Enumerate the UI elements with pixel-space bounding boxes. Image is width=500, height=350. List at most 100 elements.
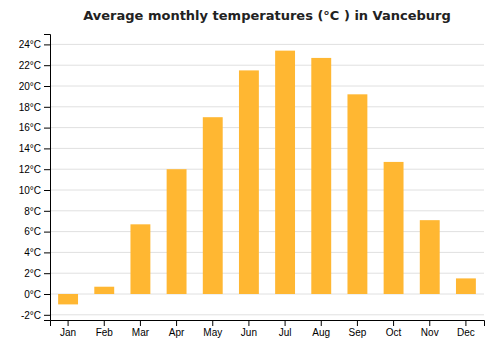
x-tick-mark: [285, 320, 286, 326]
bar: [94, 287, 114, 294]
y-tick-mark: [44, 86, 50, 87]
x-tick-mark: [140, 320, 141, 326]
x-tick-label: Oct: [386, 327, 402, 338]
x-tick-label: Apr: [169, 327, 185, 338]
y-tick-mark: [44, 148, 50, 149]
y-tick: 4°C: [24, 247, 50, 258]
x-axis: Jan Feb Mar Apr May Jun Jul Aug Sep Oct Nov Dec: [51, 320, 485, 338]
y-tick-label: 20°C: [19, 81, 41, 92]
title: Average monthly temperatures (°C ) in Va…: [83, 8, 451, 23]
y-tick-mark: [44, 107, 50, 108]
y-tick: 24°C: [19, 39, 50, 50]
x-tick-label: Jan: [60, 327, 76, 338]
grid: [50, 44, 484, 314]
bars: [58, 51, 476, 305]
x-tick-label: May: [203, 327, 222, 338]
y-tick-mark: [44, 273, 50, 274]
x-axis-line: [51, 321, 485, 327]
x-tick-mark: [393, 320, 394, 326]
grid-line: [50, 148, 484, 149]
bar: [420, 220, 440, 294]
y-tick: 2°C: [24, 268, 50, 279]
x-tick-mark: [68, 320, 69, 326]
grid-line: [50, 169, 484, 170]
bar: [275, 51, 295, 294]
bar: [130, 224, 150, 294]
grid-line: [50, 127, 484, 128]
x-tick: Nov: [421, 320, 439, 338]
y-tick-label: 24°C: [19, 39, 41, 50]
y-tick: 20°C: [19, 81, 50, 92]
grid-line: [50, 190, 484, 191]
y-tick-label: 4°C: [24, 247, 41, 258]
y-tick-label: 18°C: [19, 102, 41, 113]
y-tick: 8°C: [24, 206, 50, 217]
y-tick: 16°C: [19, 122, 50, 133]
bar: [167, 169, 187, 294]
y-tick-label: 10°C: [19, 185, 41, 196]
y-tick-label: -2°C: [21, 310, 41, 321]
grid-line: [50, 273, 484, 274]
grid-line: [50, 44, 484, 45]
x-tick-label: Dec: [457, 327, 475, 338]
y-tick-label: 16°C: [19, 122, 41, 133]
x-tick-mark: [429, 320, 430, 326]
y-tick-label: 6°C: [24, 226, 41, 237]
y-tick: 6°C: [24, 226, 50, 237]
y-tick-mark: [44, 315, 50, 316]
x-tick-label: Jul: [279, 327, 292, 338]
bar: [347, 94, 367, 294]
x-tick: Dec: [457, 320, 475, 338]
y-axis-line: [44, 35, 51, 321]
bar: [384, 162, 404, 294]
grid-line: [50, 314, 484, 315]
grid-line: [50, 294, 484, 295]
x-tick: Apr: [169, 320, 185, 338]
bar: [58, 294, 78, 304]
y-tick-label: 14°C: [19, 143, 41, 154]
grid-line: [50, 252, 484, 253]
x-tick: Feb: [96, 320, 114, 338]
bar: [203, 117, 223, 294]
y-tick-mark: [44, 211, 50, 212]
y-tick-label: 22°C: [19, 60, 41, 71]
x-tick-mark: [248, 320, 249, 326]
grid-line: [50, 210, 484, 211]
y-tick-label: 8°C: [24, 206, 41, 217]
y-tick: 14°C: [19, 143, 50, 154]
bar: [456, 278, 476, 294]
y-tick: 10°C: [19, 185, 50, 196]
x-tick-label: Feb: [96, 327, 114, 338]
x-tick: Sep: [349, 320, 367, 338]
x-tick-mark: [321, 320, 322, 326]
grid-line: [50, 106, 484, 107]
y-tick-mark: [44, 252, 50, 253]
x-tick-mark: [212, 320, 213, 326]
x-tick-label: Aug: [312, 327, 330, 338]
x-tick-mark: [176, 320, 177, 326]
y-tick-mark: [44, 65, 50, 66]
grid-line: [50, 231, 484, 232]
y-tick-mark: [44, 169, 50, 170]
x-tick-mark: [465, 320, 466, 326]
y-axis: -2°C0°C2°C4°C6°C8°C10°C12°C14°C16°C18°C2…: [19, 35, 51, 321]
y-tick-mark: [44, 232, 50, 233]
x-tick: Jun: [241, 320, 257, 338]
y-tick-label: 2°C: [24, 268, 41, 279]
plot: -2°C0°C2°C4°C6°C8°C10°C12°C14°C16°C18°C2…: [19, 35, 485, 339]
x-tick-mark: [357, 320, 358, 326]
x-tick-label: Nov: [421, 327, 439, 338]
x-tick-label: Jun: [241, 327, 257, 338]
y-tick-label: 12°C: [19, 164, 41, 175]
y-tick-mark: [44, 44, 50, 45]
y-tick: 12°C: [19, 164, 50, 175]
bar: [311, 58, 331, 294]
y-tick: 18°C: [19, 102, 50, 113]
chart: -2°C0°C2°C4°C6°C8°C10°C12°C14°C16°C18°C2…: [0, 0, 500, 350]
x-tick-mark: [104, 320, 105, 326]
x-tick: Mar: [132, 320, 150, 338]
y-tick-mark: [44, 190, 50, 191]
y-tick-mark: [44, 294, 50, 295]
bar: [239, 70, 259, 294]
y-tick-mark: [44, 128, 50, 129]
